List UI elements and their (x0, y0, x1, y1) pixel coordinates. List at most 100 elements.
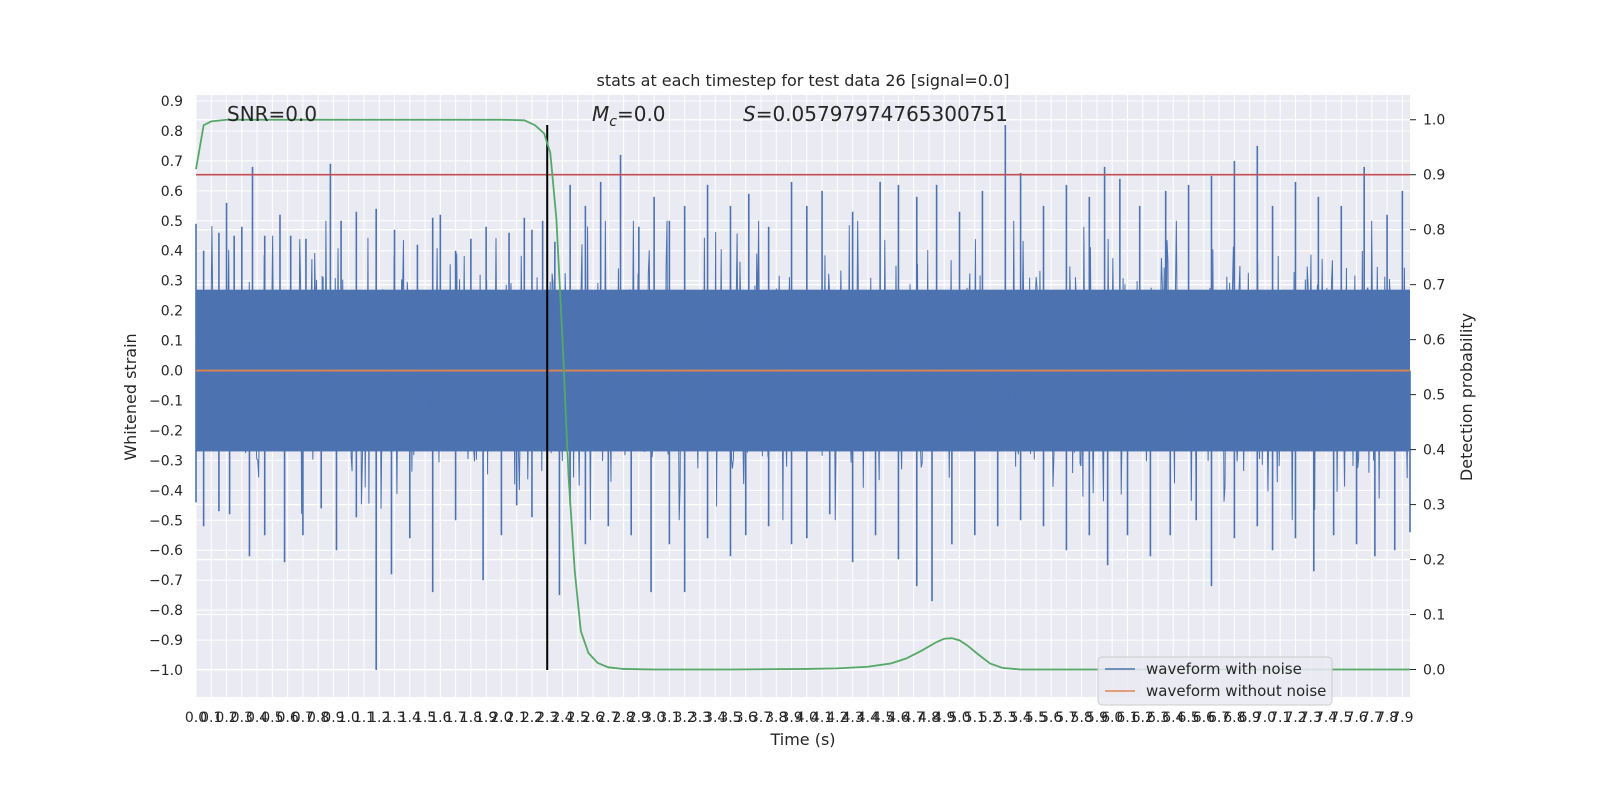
y-tick-label-left: −0.8 (149, 603, 183, 619)
x-tick-label: 2.1 (506, 710, 528, 726)
y-tick-label-left: −1.0 (149, 663, 183, 679)
y-tick-label-left: 0.4 (161, 244, 183, 260)
x-tick-label: 1.6 (429, 710, 451, 726)
x-tick-label: 5.4 (1009, 710, 1031, 726)
y-tick-label-left: 0.2 (161, 304, 183, 320)
x-tick-label: 0.1 (200, 710, 222, 726)
y-axis-left-label: Whitened strain (121, 333, 140, 460)
x-tick-label: 7.1 (1269, 710, 1291, 726)
x-tick-label: 5.8 (1071, 710, 1093, 726)
annotation-s-number: =0.05797974765300751 (756, 102, 1008, 126)
x-tick-label: 7.3 (1300, 710, 1322, 726)
x-tick-label: 1.9 (475, 710, 497, 726)
x-tick-label: 2.9 (628, 710, 650, 726)
annotation-chirp-mass: Mc=0.0 (592, 102, 666, 130)
x-tick-label: 3.4 (704, 710, 726, 726)
x-tick-label: 2.0 (490, 710, 512, 726)
x-tick-label: 2.2 (521, 710, 543, 726)
x-tick-label: 4.3 (841, 710, 863, 726)
x-tick-label: 3.5 (719, 710, 741, 726)
x-tick-label: 1.7 (444, 710, 466, 726)
x-tick-label: 6.1 (1116, 710, 1138, 726)
x-tick-label: 3.3 (689, 710, 711, 726)
y-tick-label-right: 0.6 (1423, 333, 1445, 349)
y-tick-label-left: −0.5 (149, 513, 183, 529)
x-tick-label: 2.5 (567, 710, 589, 726)
x-tick-label: 6.7 (1208, 710, 1230, 726)
y-tick-label-left: −0.1 (149, 393, 183, 409)
x-tick-label: 4.9 (933, 710, 955, 726)
annotation-chirp-mass-subscript: c (609, 114, 617, 130)
x-tick-label: 1.1 (353, 710, 375, 726)
x-axis-label: Time (s) (769, 730, 835, 749)
x-tick-label: 4.8 (918, 710, 940, 726)
annotation-snr: SNR=0.0 (227, 102, 317, 126)
y-tick-label-left: −0.2 (149, 423, 183, 439)
x-tick-label: 6.2 (1132, 710, 1154, 726)
x-tick-label: 0.7 (292, 710, 314, 726)
y-axis-right-label: Detection probability (1457, 313, 1476, 481)
x-tick-label: 7.5 (1330, 710, 1352, 726)
legend: waveform with noise waveform without noi… (1097, 656, 1333, 706)
y-tick-label-left: −0.9 (149, 633, 183, 649)
legend-label-waveform-without-noise: waveform without noise (1146, 682, 1326, 700)
annotation-s-symbol: S (743, 102, 756, 126)
x-tick-label: 1.8 (460, 710, 482, 726)
x-tick-label: 7.7 (1361, 710, 1383, 726)
x-tick-label: 3.2 (674, 710, 696, 726)
x-tick-label: 0.3 (231, 710, 253, 726)
x-tick-label: 3.9 (780, 710, 802, 726)
annotation-s-value: S=0.05797974765300751 (743, 102, 1008, 126)
x-tick-label: 2.8 (612, 710, 634, 726)
x-tick-label: 3.7 (750, 710, 772, 726)
y-tick-label-left: 0.7 (161, 154, 183, 170)
y-tick-label-left: −0.4 (149, 483, 183, 499)
y-tick-label-right: 1.0 (1423, 113, 1445, 129)
x-tick-label: 0.6 (276, 710, 298, 726)
legend-box (1097, 656, 1333, 706)
x-tick-label: 0.4 (246, 710, 268, 726)
y-tick-label-right: 0.1 (1423, 608, 1445, 624)
x-tick-label: 1.2 (368, 710, 390, 726)
x-axis-ticks: 0.00.10.20.30.40.50.60.70.80.91.01.11.21… (185, 710, 1414, 726)
y-tick-label-right: 0.0 (1423, 663, 1445, 679)
y-axis-left-ticks: 0.9 0.8 0.7 0.6 0.5 0.4 0.3 0.2 0.1 0.0 −0.1 −0.2 −0… (149, 94, 183, 679)
x-tick-label: 2.3 (536, 710, 558, 726)
x-tick-label: 4.1 (811, 710, 833, 726)
x-tick-label: 5.3 (994, 710, 1016, 726)
x-tick-label: 5.9 (1086, 710, 1108, 726)
x-tick-label: 4.0 (796, 710, 818, 726)
x-tick-label: 7.8 (1376, 710, 1398, 726)
y-tick-label-right: 0.2 (1423, 553, 1445, 569)
y-tick-label-right: 0.7 (1423, 278, 1445, 294)
annotation-chirp-mass-symbol: M (592, 102, 609, 126)
x-tick-label: 5.0 (948, 710, 970, 726)
y-tick-label-left: −0.3 (149, 453, 183, 469)
x-tick-label: 2.4 (551, 710, 573, 726)
x-tick-label: 5.5 (1025, 710, 1047, 726)
x-tick-label: 6.3 (1147, 710, 1169, 726)
y-tick-label-right: 0.9 (1423, 168, 1445, 184)
waveform-noise-trace (195, 220, 1411, 521)
x-tick-label: 7.6 (1345, 710, 1367, 726)
y-tick-label-left: 0.3 (161, 274, 183, 290)
y-tick-label-left: 0.8 (161, 124, 183, 140)
x-tick-label: 2.7 (597, 710, 619, 726)
y-tick-label-left: 0.0 (161, 364, 183, 380)
legend-label-waveform-with-noise: waveform with noise (1146, 660, 1302, 678)
y-tick-label-left: −0.6 (149, 543, 183, 559)
x-tick-label: 1.0 (338, 710, 360, 726)
x-tick-label: 0.2 (215, 710, 237, 726)
x-tick-label: 7.4 (1315, 710, 1337, 726)
y-tick-label-right: 0.8 (1423, 223, 1445, 239)
x-tick-label: 3.8 (765, 710, 787, 726)
y-tick-label-left: −0.7 (149, 573, 183, 589)
y-axis-right-ticks: 1.0 0.9 0.8 0.7 0.6 0.5 0.4 0.3 0.2 0.1 0.0 (1410, 113, 1445, 679)
y-tick-label-left: 0.9 (161, 94, 183, 110)
x-tick-label: 7.0 (1254, 710, 1276, 726)
x-tick-label: 6.8 (1223, 710, 1245, 726)
x-tick-label: 1.3 (383, 710, 405, 726)
x-tick-label: 0.9 (322, 710, 344, 726)
y-tick-label-left: 0.5 (161, 214, 183, 230)
